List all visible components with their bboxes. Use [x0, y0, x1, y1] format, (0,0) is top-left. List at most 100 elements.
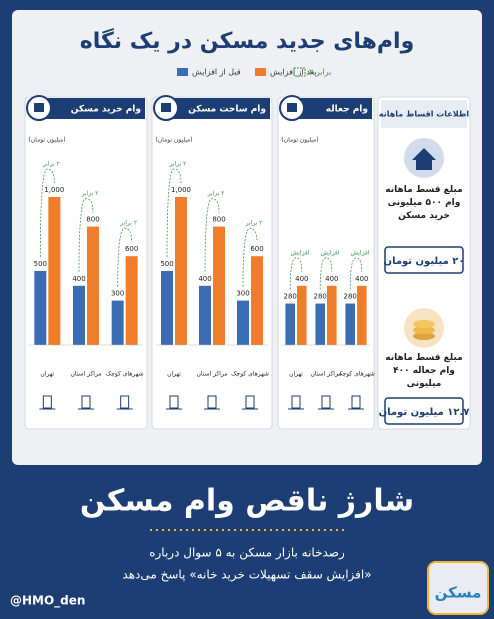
x-tick-label: تهران — [167, 371, 181, 378]
headline: شارژ ناقص وام مسکن — [80, 484, 414, 519]
coins-icon — [413, 320, 435, 328]
unit-label: (میلیون تومان) — [281, 137, 318, 144]
info-text-box: مبلغ قسط ماهانه وام جعاله ۴۰۰ میلیونی — [385, 353, 463, 389]
legend-label: ۲ برابر — [309, 68, 331, 77]
info-text-box: مبلغ قسط ماهانه وام ۵۰۰ میلیونی خرید مسک… — [385, 185, 463, 221]
annotation-arrow — [166, 168, 182, 258]
annotation-arrow — [242, 227, 258, 287]
value-label: 400 — [355, 275, 368, 283]
x-tick-label: مراکز استان — [196, 371, 227, 378]
value-label: 400 — [198, 275, 211, 283]
annotation-arrow — [319, 257, 333, 290]
annotation: افزایش — [351, 249, 370, 256]
city-icon — [321, 395, 331, 409]
annotation: ۲ برابر — [119, 220, 137, 227]
house-icon — [412, 148, 436, 170]
amount-box — [384, 246, 464, 274]
annotation-arrow — [78, 198, 94, 272]
value-label: 300 — [111, 290, 124, 298]
x-tick-label: تهران — [289, 371, 303, 378]
x-tick-label: مراکز استان — [70, 371, 101, 378]
value-label: 800 — [86, 216, 99, 224]
panel-title: وام جعاله — [326, 105, 368, 115]
city-icon — [245, 395, 255, 409]
panel-header — [296, 98, 372, 119]
value-label: 600 — [250, 245, 263, 253]
subtitle: رصدخانه بازار مسکن به ۵ سوال درباره — [149, 546, 345, 561]
panel-icon-mark — [34, 103, 44, 112]
bar — [48, 197, 61, 345]
bar — [199, 285, 211, 345]
logo — [427, 561, 489, 615]
panel — [24, 96, 148, 430]
bar — [297, 285, 307, 345]
annotation-arrow — [204, 198, 220, 272]
bar — [327, 285, 337, 345]
coins-icon — [413, 326, 435, 334]
x-tick-label: شهرهای کوچک — [231, 371, 269, 378]
value-label: 800 — [212, 216, 225, 224]
panel-header — [43, 98, 145, 119]
panel — [151, 96, 273, 430]
bar — [315, 303, 325, 345]
info-amount: ۱۲.۷ میلیون تومان — [379, 407, 470, 418]
value-label: 400 — [295, 275, 308, 283]
bar — [357, 285, 367, 345]
bar — [161, 271, 173, 345]
city-icon — [169, 395, 179, 409]
bar — [285, 303, 295, 345]
bar — [175, 197, 187, 345]
annotation-arrow — [117, 227, 133, 287]
bar — [237, 300, 249, 345]
annotation: ۲ برابر — [169, 161, 187, 168]
annotation-arrow — [39, 168, 55, 258]
value-label: 1,000 — [44, 186, 64, 194]
value-label: 300 — [236, 290, 249, 298]
panel — [277, 96, 375, 430]
annotation-arrow — [349, 257, 363, 290]
x-tick-label: شهرهای کوچک — [337, 371, 375, 378]
x-tick-label: شهرهای کوچک — [106, 371, 144, 378]
x-tick-label: تهران — [40, 371, 54, 378]
annotation: افزایش — [291, 249, 310, 256]
legend-swatch — [293, 67, 306, 77]
info-text: مبلغ قسط ماهانه وام جعاله ۴۰۰ میلیونی — [385, 353, 463, 389]
info-text: مبلغ قسط ماهانه وام ۵۰۰ میلیونی خرید مسک… — [385, 185, 463, 221]
legend-swatch — [255, 68, 266, 76]
title: وام‌های جدید مسکن در یک نگاه — [80, 27, 415, 54]
value-label: 280 — [284, 293, 297, 301]
city-icon — [291, 395, 301, 409]
panel-title: وام ساخت مسکن — [188, 105, 266, 115]
bar — [125, 256, 138, 345]
legend-label: بعد از افزایش — [270, 68, 317, 77]
city-icon — [351, 395, 361, 409]
bar — [34, 271, 47, 345]
bar — [111, 300, 124, 345]
legend-label: قبل از افزایش — [192, 68, 241, 77]
info-title: اطلاعات اقساط ماهانه — [379, 110, 469, 119]
annotation-arrow — [289, 257, 303, 290]
panel-icon-mark — [287, 103, 297, 112]
city-icon — [42, 395, 52, 409]
bar — [73, 285, 85, 345]
value-label: 400 — [72, 275, 85, 283]
panel-header — [170, 98, 270, 119]
handle: @HMO_den — [10, 594, 85, 609]
unit-label: (میلیون تومان) — [155, 137, 192, 144]
legend-swatch — [177, 68, 188, 76]
bar — [87, 226, 99, 345]
annotation: ۲ برابر — [207, 190, 225, 197]
value-label: 500 — [34, 260, 47, 268]
value-label: 280 — [314, 293, 327, 301]
city-icon — [81, 395, 91, 409]
value-label: 280 — [344, 293, 357, 301]
unit-label: (میلیون تومان) — [28, 137, 65, 144]
panel-icon-mark — [161, 103, 171, 112]
info-amount: ۲۰ میلیون تومان — [384, 256, 465, 267]
city-icon — [207, 395, 217, 409]
info-header — [381, 100, 467, 128]
coins-icon — [413, 332, 435, 340]
subtitle: «افزایش سقف تسهیلات خرید خانه» پاسخ می‌د… — [122, 568, 371, 583]
amount-box — [384, 397, 464, 425]
